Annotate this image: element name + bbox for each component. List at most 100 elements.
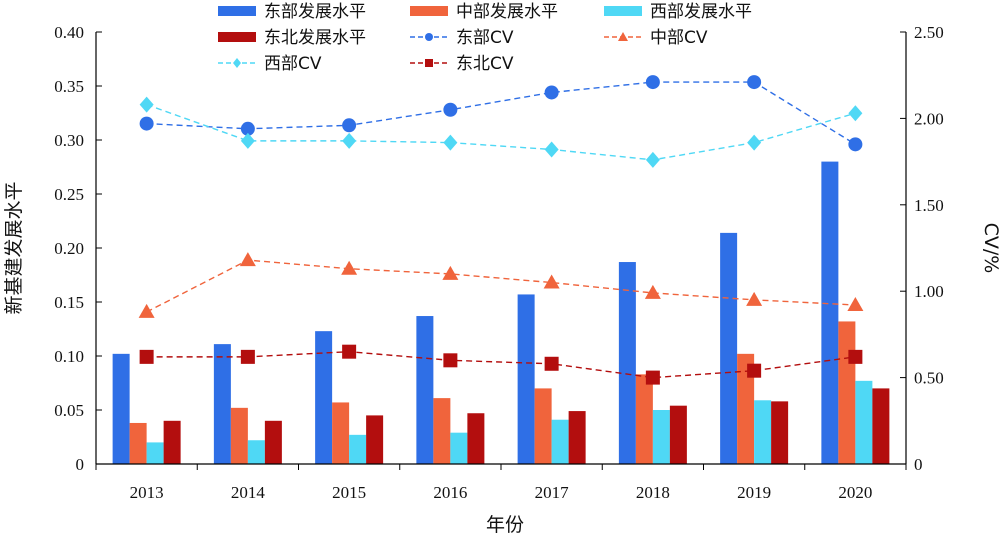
bar xyxy=(551,419,569,464)
bar xyxy=(416,316,434,464)
y-tick-label: 0.10 xyxy=(54,347,84,366)
x-tick-label: 2017 xyxy=(535,483,570,502)
legend-swatch xyxy=(410,6,448,16)
cv-point xyxy=(342,344,357,359)
cv-point xyxy=(747,363,762,378)
cv-point xyxy=(544,85,559,100)
cv-point xyxy=(443,353,458,368)
y2-tick-label: 1.00 xyxy=(914,282,944,301)
legend-swatch xyxy=(604,6,642,16)
legend-marker xyxy=(233,58,241,68)
bar xyxy=(737,353,755,464)
cv-point xyxy=(645,151,660,168)
legend-label: 中部发展水平 xyxy=(456,2,558,22)
y-tick-label: 0.40 xyxy=(54,23,84,42)
cv-series-line xyxy=(146,350,856,379)
bar xyxy=(821,161,839,464)
bar xyxy=(872,388,890,464)
cv-point xyxy=(342,132,357,149)
bar xyxy=(230,407,248,464)
cv-point xyxy=(848,105,863,122)
cv-point xyxy=(443,134,458,151)
y-tick-label: 0.35 xyxy=(54,77,84,96)
bar xyxy=(146,442,164,464)
bar xyxy=(618,262,636,464)
x-axis-title: 年份 xyxy=(486,514,524,536)
legend-swatch xyxy=(218,32,256,42)
bar xyxy=(247,440,265,464)
cv-point xyxy=(342,118,357,133)
cv-series-line xyxy=(146,259,856,313)
cv-point xyxy=(442,265,459,280)
legend-marker xyxy=(618,32,628,41)
y2-tick-label: 1.50 xyxy=(914,196,944,215)
y-tick-label: 0.25 xyxy=(54,185,84,204)
bar xyxy=(349,434,367,464)
cv-point xyxy=(443,102,458,117)
bar xyxy=(635,374,653,464)
bar xyxy=(771,401,789,464)
legend-label: 东部CV xyxy=(456,28,514,48)
bar xyxy=(112,353,130,464)
cv-point xyxy=(544,141,559,158)
cv-point xyxy=(139,116,154,131)
cv-point xyxy=(240,349,255,364)
y-tick-label: 0.20 xyxy=(54,239,84,258)
cv-point xyxy=(848,349,863,364)
cv-series-line xyxy=(146,81,856,145)
cv-line-layer xyxy=(138,75,864,385)
cv-point xyxy=(848,137,863,152)
cv-point xyxy=(543,274,560,289)
bar xyxy=(366,415,384,464)
bar xyxy=(163,420,181,464)
y2-tick-label: 0 xyxy=(914,455,923,474)
x-tick-label: 2016 xyxy=(433,483,467,502)
legend-label: 西部发展水平 xyxy=(650,2,752,22)
bar xyxy=(652,410,670,464)
bar xyxy=(467,413,485,464)
y2-tick-label: 0.50 xyxy=(914,369,944,388)
bar xyxy=(534,388,552,464)
bar xyxy=(568,411,586,464)
legend-marker xyxy=(425,59,433,67)
x-tick-label: 2015 xyxy=(332,483,366,502)
bar xyxy=(838,321,856,464)
y2-axis-title: CV/% xyxy=(980,223,1000,274)
cv-point xyxy=(747,134,762,151)
cv-point xyxy=(746,291,763,306)
cv-point xyxy=(645,370,660,385)
bar xyxy=(855,380,873,464)
legend-label: 东北发展水平 xyxy=(264,28,366,48)
x-tick-label: 2014 xyxy=(231,483,266,502)
cv-point xyxy=(747,75,762,90)
bar xyxy=(669,405,687,464)
legend-label: 中部CV xyxy=(650,28,708,48)
legend-swatch xyxy=(218,6,256,16)
y2-tick-label: 2.00 xyxy=(914,109,944,128)
bar xyxy=(450,432,468,464)
y-axis-title: 新基建发展水平 xyxy=(3,181,25,314)
bar xyxy=(754,400,772,464)
cv-point xyxy=(544,356,559,371)
cv-point xyxy=(645,75,660,90)
legend-marker xyxy=(425,33,433,41)
bar-layer xyxy=(112,161,890,464)
bar xyxy=(315,331,333,464)
cv-point xyxy=(240,132,255,149)
cv-point xyxy=(138,303,155,318)
x-tick-label: 2013 xyxy=(130,483,164,502)
cv-point xyxy=(644,284,661,299)
y-tick-label: 0.05 xyxy=(54,401,84,420)
x-tick-label: 2019 xyxy=(737,483,771,502)
cv-point xyxy=(139,349,154,364)
y2-tick-label: 2.50 xyxy=(914,23,944,42)
y-tick-label: 0 xyxy=(76,455,85,474)
bar xyxy=(720,232,738,464)
bar xyxy=(517,294,535,464)
legend-label: 东部发展水平 xyxy=(264,2,366,22)
axes: 0 0.05 0.10 0.15 0.20 0.25 0.30 0.35 0.40 0 0.50 1.… xyxy=(54,23,944,502)
bar xyxy=(433,398,451,464)
bar xyxy=(332,402,350,464)
